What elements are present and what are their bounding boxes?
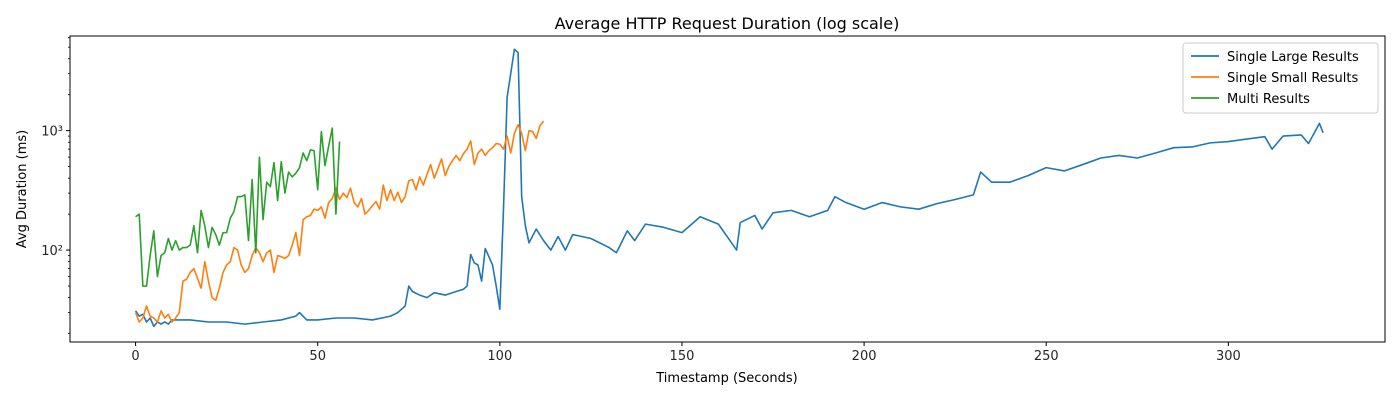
x-tick-label: 100 <box>487 349 512 364</box>
y-axis-label: Avg Duration (ms) <box>15 130 30 248</box>
x-tick-label: 150 <box>670 349 695 364</box>
legend-label-2: Multi Results <box>1227 92 1310 107</box>
x-axis-label: Timestamp (Seconds) <box>655 371 797 386</box>
x-tick-label: 0 <box>131 349 139 364</box>
legend-label-1: Single Small Results <box>1227 71 1359 86</box>
y-tick-label: 10³ <box>41 125 63 140</box>
legend-label-0: Single Large Results <box>1227 50 1359 65</box>
x-tick-label: 250 <box>1034 349 1059 364</box>
series-line-1 <box>134 120 545 323</box>
y-axis: 10² 10³ <box>41 37 70 334</box>
x-axis: 0 50 100 150 200 250 300 <box>131 342 1241 364</box>
legend-box <box>1182 42 1379 114</box>
x-tick-label: 300 <box>1216 349 1241 364</box>
chart-title: Average HTTP Request Duration (log scale… <box>555 14 900 33</box>
series-line-0 <box>134 48 1324 328</box>
legend: Single Large Results Single Small Results… <box>1182 42 1379 114</box>
series-line-2 <box>135 127 341 287</box>
x-tick-label: 200 <box>852 349 877 364</box>
x-tick-label: 50 <box>309 349 326 364</box>
y-tick-label: 10² <box>41 244 63 259</box>
plot-series <box>134 48 1324 328</box>
plot-frame <box>69 35 1386 343</box>
